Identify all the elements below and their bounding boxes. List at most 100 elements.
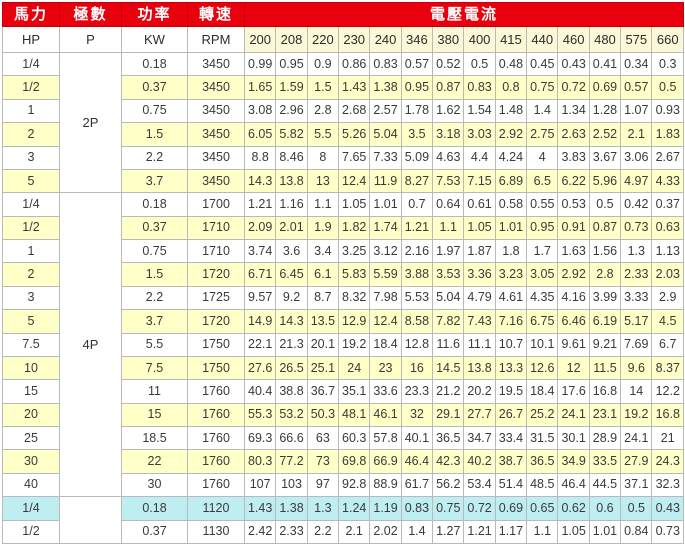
current-cell-440v: 36.5 (526, 449, 559, 474)
current-cell-240v: 5.59 (369, 262, 402, 287)
current-cell-346v: 32 (400, 402, 434, 428)
rpm-cell: 1720 (187, 309, 245, 334)
current-cell-480v: 28.9 (588, 425, 622, 451)
current-cell-575v: 3.06 (620, 145, 653, 170)
current-cell-480v: 11.5 (588, 355, 622, 381)
current-cell-346v: 12.8 (400, 332, 434, 357)
group-header-speed: 轉速 (187, 2, 245, 27)
current-cell-400v: 27.7 (463, 402, 496, 428)
current-cell-415v: 33.4 (494, 425, 528, 451)
current-cell-400v: 11.1 (463, 332, 496, 357)
voltage-header-200: 200 (243, 26, 277, 53)
current-cell-400v: 13.8 (463, 355, 496, 381)
current-cell-460v: 1.63 (557, 238, 590, 264)
current-cell-660v: 0.3 (651, 51, 684, 77)
current-cell-440v: 0.75 (526, 75, 559, 100)
current-cell-346v: 0.83 (400, 496, 434, 521)
rpm-cell: 1760 (187, 472, 245, 498)
current-cell-208v: 2.96 (275, 98, 308, 124)
current-cell-575v: 0.84 (620, 519, 653, 544)
voltage-header-240: 240 (369, 26, 402, 53)
current-cell-240v: 11.9 (369, 168, 402, 194)
kw-cell: 2.2 (121, 145, 188, 170)
current-cell-415v: 51.4 (494, 472, 528, 498)
voltage-header-440: 440 (526, 26, 559, 53)
table-row: 3 2.2 3450 8.8 8.46 8 7.65 7.33 5.09 4.63 4.4 4.24 4… (2, 145, 684, 170)
current-cell-240v: 5.04 (369, 122, 402, 147)
unit-header-kw: KW (121, 26, 188, 53)
current-cell-575v: 7.69 (620, 332, 653, 357)
hp-cell: 25 (2, 425, 60, 451)
voltage-header-346: 346 (400, 26, 434, 53)
current-cell-440v: 3.05 (526, 262, 559, 287)
current-cell-460v: 30.1 (557, 425, 590, 451)
current-cell-480v: 9.21 (588, 332, 622, 357)
current-cell-380v: 1.97 (432, 238, 465, 264)
table-title-row: 馬力 極數 功率 轉速 電壓電流 (2, 2, 684, 27)
kw-cell: 5.5 (121, 332, 188, 357)
current-cell-660v: 1.13 (651, 238, 684, 264)
current-cell-460v: 0.91 (557, 215, 590, 241)
kw-cell: 0.75 (121, 98, 188, 124)
table-row: 3 2.2 1725 9.57 9.2 8.7 8.32 7.98 5.53 5.04 4.79 4.… (2, 285, 684, 311)
kw-cell: 3.7 (121, 168, 188, 194)
current-cell-220v: 8.7 (306, 285, 340, 311)
current-cell-460v: 4.16 (557, 285, 590, 311)
current-cell-200v: 1.21 (243, 192, 277, 217)
current-cell-460v: 2.92 (557, 262, 590, 287)
kw-cell: 0.75 (121, 238, 188, 264)
current-cell-220v: 5.5 (306, 122, 340, 147)
current-cell-220v: 6.1 (306, 262, 340, 287)
current-cell-460v: 12 (557, 355, 590, 381)
current-cell-346v: 0.57 (400, 51, 434, 77)
current-cell-380v: 7.53 (432, 168, 465, 194)
table-row: 25 18.5 1760 69.3 66.6 63 60.3 57.8 40.1 36.5 34.7… (2, 425, 684, 451)
current-cell-220v: 50.3 (306, 402, 340, 428)
current-cell-440v: 1.1 (526, 519, 559, 544)
current-cell-575v: 3.33 (620, 285, 653, 311)
current-cell-380v: 56.2 (432, 472, 465, 498)
table-row: 1/2 0.37 1710 2.09 2.01 1.9 1.82 1.74 1.21 1.1 1.0… (2, 215, 684, 241)
hp-cell: 1/4 (2, 496, 60, 521)
current-cell-346v: 8.27 (400, 168, 434, 194)
current-cell-346v: 61.7 (400, 472, 434, 498)
voltage-header-460: 460 (557, 26, 590, 53)
rpm-cell: 3450 (187, 75, 245, 100)
current-cell-240v: 46.1 (369, 402, 402, 428)
hp-cell: 2 (2, 262, 60, 287)
current-cell-415v: 19.5 (494, 379, 528, 404)
current-cell-400v: 4.4 (463, 145, 496, 170)
current-cell-575v: 37.1 (620, 472, 653, 498)
current-cell-208v: 1.16 (275, 192, 308, 217)
current-cell-240v: 66.9 (369, 449, 402, 474)
table-row: 5 3.7 1720 14.9 14.3 13.5 12.9 12.4 8.58 7.82 7.43… (2, 309, 684, 334)
hp-cell: 2 (2, 122, 60, 147)
current-cell-380v: 3.53 (432, 262, 465, 287)
current-cell-220v: 97 (306, 472, 340, 498)
pole-count-cell: 4P (59, 192, 122, 498)
current-cell-230v: 92.8 (338, 472, 371, 498)
current-cell-660v: 8.37 (651, 355, 684, 381)
rpm-cell: 3450 (187, 51, 245, 77)
current-cell-200v: 8.8 (243, 145, 277, 170)
current-cell-440v: 10.1 (526, 332, 559, 357)
voltage-header-230: 230 (338, 26, 371, 53)
current-cell-460v: 1.05 (557, 519, 590, 544)
unit-header-hp: HP (2, 26, 60, 53)
current-cell-440v: 0.95 (526, 215, 559, 241)
current-cell-440v: 4 (526, 145, 559, 170)
kw-cell: 11 (121, 379, 188, 404)
current-cell-230v: 12.4 (338, 168, 371, 194)
current-cell-575v: 0.5 (620, 496, 653, 521)
current-cell-460v: 6.22 (557, 168, 590, 194)
voltage-header-480: 480 (588, 26, 622, 53)
table-row: 1/2 0.37 1130 2.42 2.33 2.2 2.1 2.02 1.4 1.27 1.21… (2, 519, 684, 544)
current-cell-460v: 9.61 (557, 332, 590, 357)
current-cell-440v: 2.75 (526, 122, 559, 147)
table-row: 30 22 1760 80.3 77.2 73 69.8 66.9 46.4 42.3 40.2 38… (2, 449, 684, 474)
current-cell-346v: 40.1 (400, 425, 434, 451)
current-cell-480v: 33.5 (588, 449, 622, 474)
rpm-cell: 1750 (187, 355, 245, 381)
rpm-cell: 3450 (187, 168, 245, 194)
current-cell-575v: 4.97 (620, 168, 653, 194)
